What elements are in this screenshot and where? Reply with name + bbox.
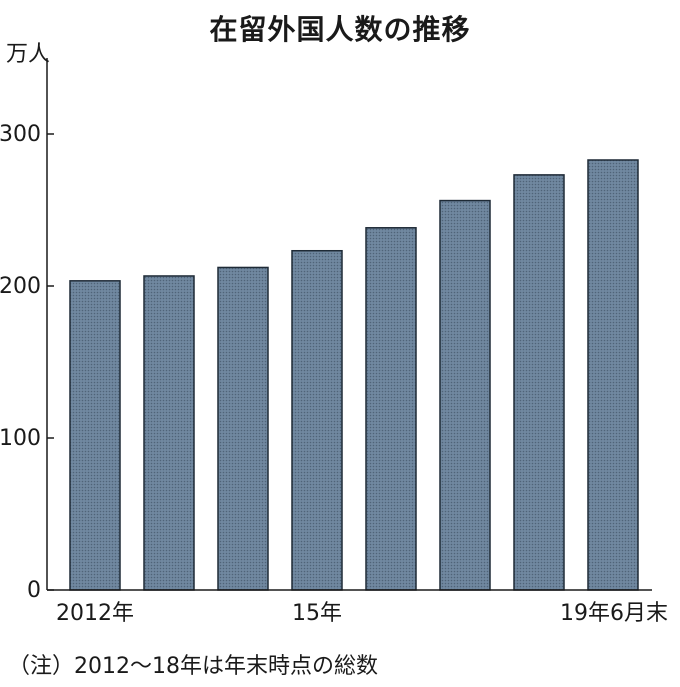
x-tick-label: 15年 [292,601,342,626]
y-tick-label: 300 [0,122,41,147]
x-tick-label: 19年6月末 [560,601,668,626]
bar [587,159,639,591]
bar [143,275,195,591]
y-axis-ticks: 0 100 200 300 [0,122,54,603]
x-axis-ticks: 2012年 15年 19年6月末 [56,601,668,626]
y-tick-label: 200 [0,274,41,299]
bar [513,174,565,591]
bar [217,266,269,591]
y-tick-label: 0 [27,578,41,603]
chart-title: 在留外国人数の推移 [209,13,471,46]
bar [365,227,417,591]
y-axis-unit-label: 万人 [6,42,51,67]
bar-series [69,159,639,591]
bar [69,280,121,591]
y-tick-label: 100 [0,426,41,451]
bar [291,249,343,591]
bar [439,199,491,591]
footnote: （注）2012～18年は年末時点の総数 [8,654,378,679]
x-tick-label: 2012年 [56,601,134,626]
